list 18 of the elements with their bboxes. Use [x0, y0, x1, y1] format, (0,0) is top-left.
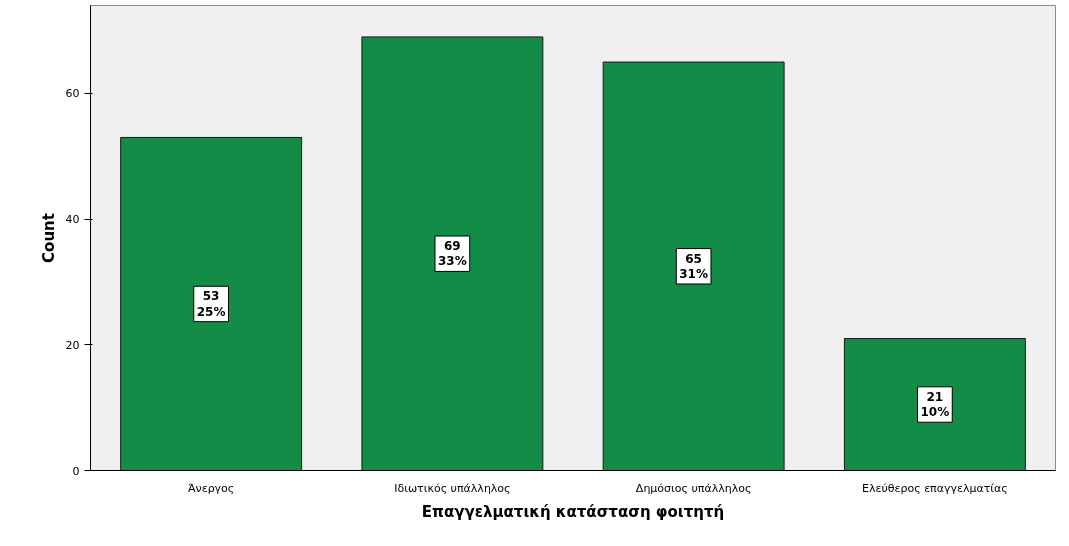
y-tick-label: 40	[65, 213, 80, 227]
y-tick-label: 60	[65, 87, 80, 101]
data-label: 21 10%	[920, 389, 950, 420]
bar	[120, 136, 303, 471]
y-tick-label: 0	[72, 464, 80, 478]
x-tick-label: Δημόσιος υπάλληλος	[635, 481, 752, 495]
bar	[843, 338, 1026, 471]
x-axis-title: Επαγγελματική κατάσταση φοιτητή	[421, 502, 725, 521]
bar	[602, 61, 785, 471]
y-tick-label: 20	[65, 338, 80, 352]
data-label: 65 31%	[679, 251, 708, 281]
data-label: 53 25%	[196, 289, 226, 319]
y-axis-title: Count	[39, 213, 58, 263]
bar	[361, 36, 544, 471]
x-tick-label: Άνεργος	[187, 481, 235, 495]
data-label: 69 33%	[438, 239, 467, 269]
x-tick-label: Ελεύθερος επαγγελματίας	[862, 481, 1008, 495]
x-tick-label: Ιδιωτικός υπάλληλος	[394, 481, 511, 495]
